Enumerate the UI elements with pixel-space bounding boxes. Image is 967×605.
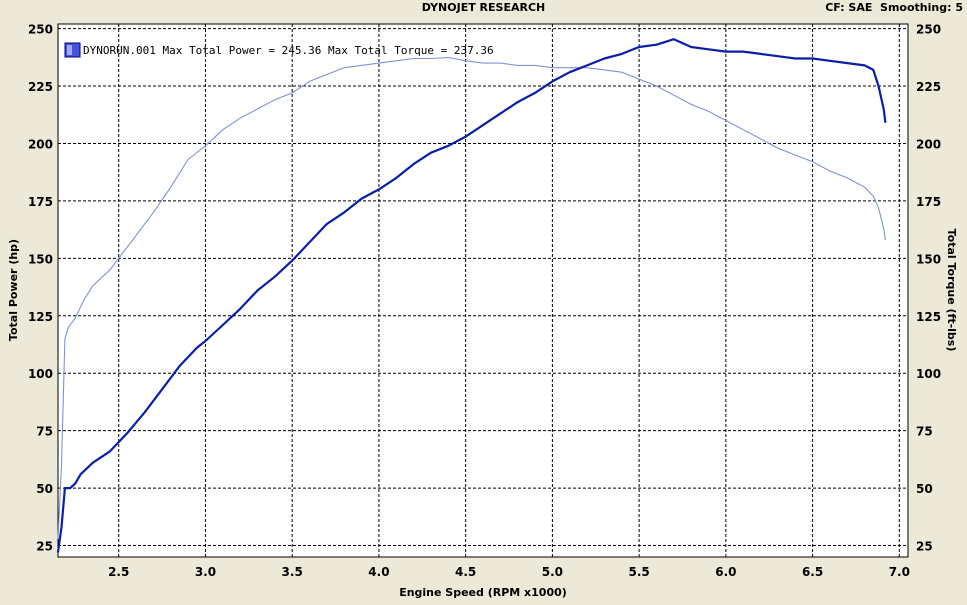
right-y-tick-label: 25 xyxy=(916,540,933,554)
left-y-tick-label: 250 xyxy=(28,23,53,37)
x-tick-label: 5.0 xyxy=(542,565,563,579)
x-tick-label: 2.5 xyxy=(108,565,129,579)
right-axis-label: Total Torque (ft-lbs) xyxy=(945,229,958,352)
right-y-tick-label: 125 xyxy=(916,310,941,324)
x-tick-label: 5.5 xyxy=(628,565,649,579)
legend-entry: DYNORUN.001 Max Total Power = 245.36 Max… xyxy=(83,44,494,57)
right-y-tick-label: 225 xyxy=(916,80,941,94)
grid xyxy=(58,24,908,557)
x-tick-label: 3.0 xyxy=(195,565,216,579)
right-y-tick-label: 50 xyxy=(916,482,933,496)
tick-labels: 2.5 3.0 3.5 4.0 4.5 5.0 5.5 6.0 6.5 7.0 25 25 50 50 75… xyxy=(28,23,941,579)
left-y-tick-label: 125 xyxy=(28,310,53,324)
left-y-tick-label: 150 xyxy=(28,252,53,266)
right-y-tick-label: 150 xyxy=(916,252,941,266)
left-y-tick-label: 200 xyxy=(28,137,53,151)
torque-curve xyxy=(57,56,886,539)
x-tick-label: 4.0 xyxy=(368,565,389,579)
series-lines xyxy=(56,38,887,553)
correction-smoothing-info: CF: SAE Smoothing: 5 xyxy=(825,1,963,14)
x-tick-label: 6.0 xyxy=(715,565,736,579)
header-title: DYNOJET RESEARCH xyxy=(421,1,546,14)
left-y-tick-label: 225 xyxy=(28,80,53,94)
left-axis-label: Total Power (hp) xyxy=(7,239,20,341)
right-y-tick-label: 200 xyxy=(916,137,941,151)
power-curve xyxy=(56,38,887,553)
legend-swatch-highlight xyxy=(67,45,72,55)
left-y-tick-label: 100 xyxy=(28,367,53,381)
left-y-tick-label: 75 xyxy=(36,425,53,439)
x-tick-label: 3.5 xyxy=(282,565,303,579)
right-y-tick-label: 250 xyxy=(916,23,941,37)
x-tick-label: 7.0 xyxy=(889,565,910,579)
x-axis-label: Engine Speed (RPM x1000) xyxy=(399,586,567,599)
left-y-tick-label: 175 xyxy=(28,195,53,209)
right-y-tick-label: 75 xyxy=(916,425,933,439)
x-tick-label: 4.5 xyxy=(455,565,476,579)
x-tick-label: 6.5 xyxy=(802,565,823,579)
right-y-tick-label: 100 xyxy=(916,367,941,381)
left-y-tick-label: 25 xyxy=(36,540,53,554)
right-y-tick-label: 175 xyxy=(916,195,941,209)
plot-area xyxy=(57,23,909,558)
left-y-tick-label: 50 xyxy=(36,482,53,496)
